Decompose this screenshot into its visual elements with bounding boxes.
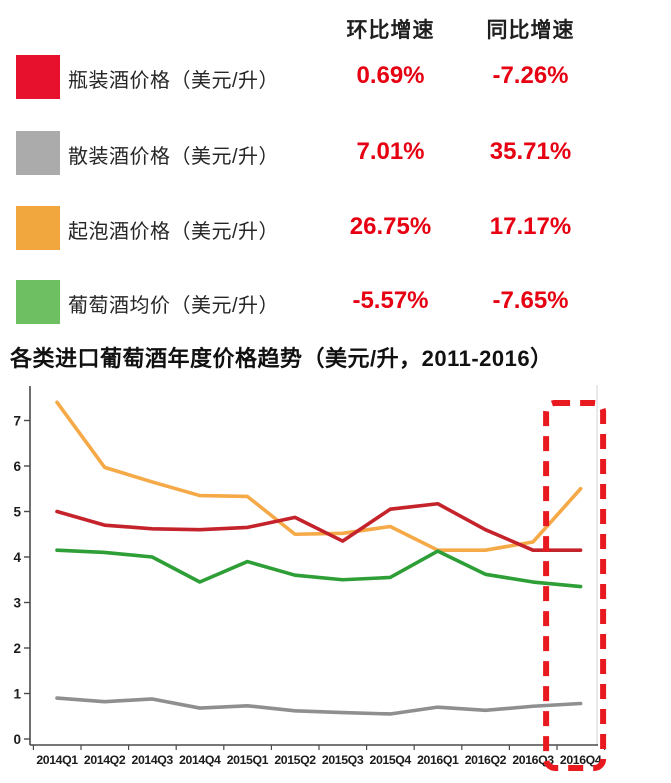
- svg-text:5: 5: [13, 505, 21, 520]
- svg-text:7: 7: [13, 414, 21, 429]
- table-row-sparkling-wine: 起泡酒价格（美元/升） 26.75% 17.17%: [0, 205, 671, 251]
- svg-text:0: 0: [13, 732, 21, 747]
- sparkling-wine-label: 起泡酒价格（美元/升）: [68, 221, 280, 243]
- svg-text:2015Q1: 2015Q1: [227, 753, 269, 767]
- svg-text:4: 4: [13, 550, 21, 565]
- bulk-wine-label: 散装酒价格（美元/升）: [68, 146, 280, 168]
- sparkling-wine-yoy-value: 17.17%: [489, 213, 572, 240]
- bottled-wine-yoy-value: -7.26%: [492, 62, 569, 89]
- average-wine-qoq-value: -5.57%: [352, 287, 429, 314]
- svg-text:6: 6: [13, 459, 21, 474]
- table-row-bulk-wine: 散装酒价格（美元/升） 7.01% 35.71%: [0, 130, 671, 176]
- average-wine-color-swatch: [16, 280, 60, 324]
- svg-text:2015Q3: 2015Q3: [322, 753, 364, 767]
- svg-text:2015Q2: 2015Q2: [274, 753, 316, 767]
- svg-text:2: 2: [13, 641, 21, 656]
- header-qoq-growth: 环比增速: [346, 19, 435, 42]
- highlight-2016q4-dashed-box: [543, 400, 607, 771]
- svg-text:3: 3: [13, 596, 21, 611]
- table-row-average-wine: 葡萄酒均价（美元/升） -5.57% -7.65%: [0, 279, 671, 325]
- sparkling-wine-qoq-value: 26.75%: [349, 213, 432, 240]
- bulk-wine-qoq-value: 7.01%: [356, 138, 425, 165]
- svg-text:2016Q4: 2016Q4: [560, 753, 602, 767]
- svg-text:2015Q4: 2015Q4: [370, 753, 412, 767]
- chart-title: 各类进口葡萄酒年度价格趋势（美元/升，2011-2016）: [10, 346, 553, 371]
- bottled-wine-label: 瓶装酒价格（美元/升）: [68, 70, 280, 92]
- header-yoy-growth: 同比增速: [486, 19, 575, 42]
- svg-text:1: 1: [13, 687, 21, 702]
- average-wine-yoy-value: -7.65%: [492, 287, 569, 314]
- bottled-wine-color-swatch: [16, 55, 60, 99]
- table-row-bottled-wine: 瓶装酒价格（美元/升） 0.69% -7.26%: [0, 54, 671, 100]
- bulk-wine-yoy-value: 35.71%: [489, 138, 572, 165]
- svg-text:2014Q1: 2014Q1: [36, 753, 78, 767]
- average-wine-label: 葡萄酒均价（美元/升）: [68, 295, 280, 317]
- sparkling-wine-color-swatch: [16, 206, 60, 250]
- svg-text:2014Q3: 2014Q3: [132, 753, 174, 767]
- svg-text:2014Q2: 2014Q2: [84, 753, 126, 767]
- bulk-wine-color-swatch: [16, 131, 60, 175]
- chart-series-lines: [55, 400, 583, 716]
- x-axis-ticks: [32, 745, 606, 750]
- y-axis-ticks: 0 1 2 3 4 5 6 7: [13, 414, 30, 747]
- table-header-row: 环比增速 同比增速: [0, 14, 671, 46]
- svg-text:2014Q4: 2014Q4: [179, 753, 221, 767]
- svg-text:2016Q2: 2016Q2: [465, 753, 507, 767]
- svg-text:2016Q1: 2016Q1: [417, 753, 459, 767]
- x-axis-labels: 2014Q1 2014Q2 2014Q3 2014Q4 2015Q1 2015Q2 2015…: [36, 753, 602, 767]
- bottled-wine-qoq-value: 0.69%: [356, 62, 425, 89]
